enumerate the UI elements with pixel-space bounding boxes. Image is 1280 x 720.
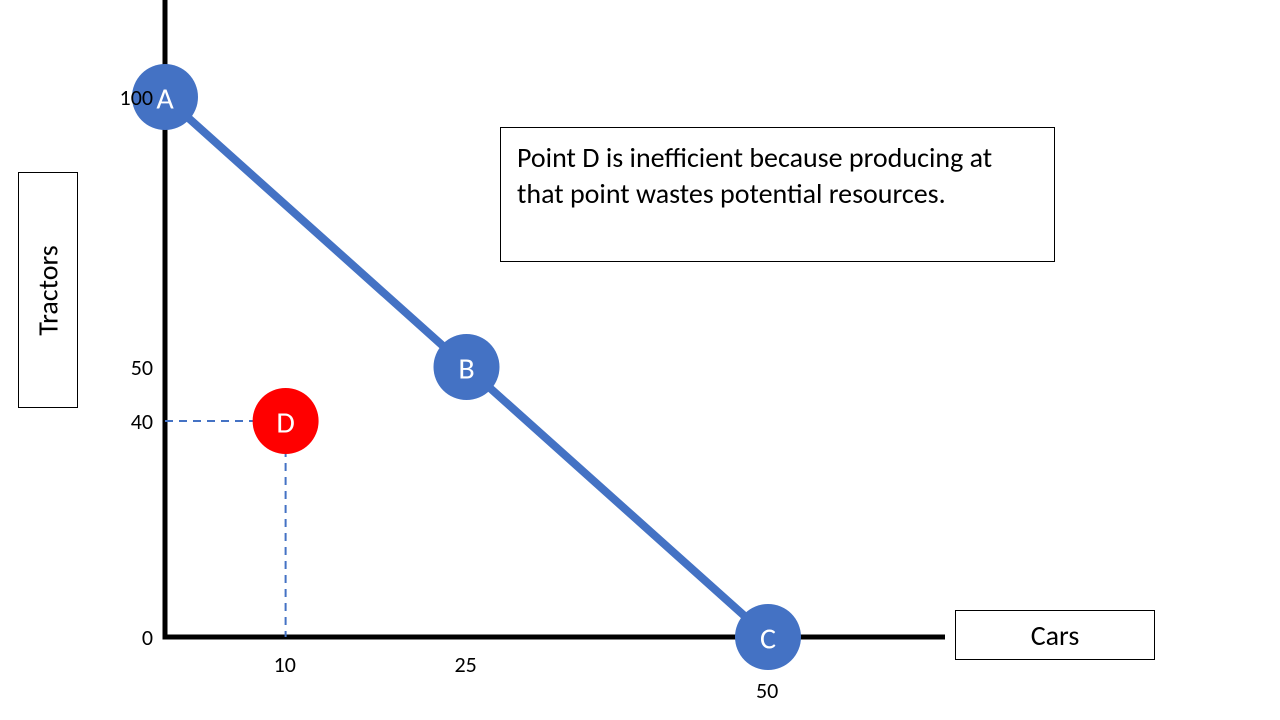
point-label-C: C xyxy=(760,621,776,658)
tick-label: 100 xyxy=(103,84,153,111)
tick-label: 50 xyxy=(103,354,153,381)
tick-label: 0 xyxy=(103,624,153,651)
y-axis-label-box: Tractors xyxy=(18,172,78,408)
ppf-chart: { "chart": { "type": "line", "background… xyxy=(0,0,1280,720)
x-axis-label-box: Cars xyxy=(955,610,1155,660)
tick-label: 25 xyxy=(455,651,477,678)
x-axis-label: Cars xyxy=(1031,618,1080,653)
tick-label: 10 xyxy=(274,651,296,678)
point-label-B: B xyxy=(458,351,474,388)
point-label-D: D xyxy=(276,405,294,442)
tick-label: 40 xyxy=(103,408,153,435)
point-label-A: A xyxy=(156,81,174,118)
annotation-text: Point D is inefficient because producing… xyxy=(517,140,992,211)
y-axis-label: Tractors xyxy=(31,245,66,335)
axes-group xyxy=(163,0,946,640)
tick-label: 50 xyxy=(756,677,778,704)
annotation-box: Point D is inefficient because producing… xyxy=(500,127,1055,262)
guideline-group xyxy=(165,421,286,637)
